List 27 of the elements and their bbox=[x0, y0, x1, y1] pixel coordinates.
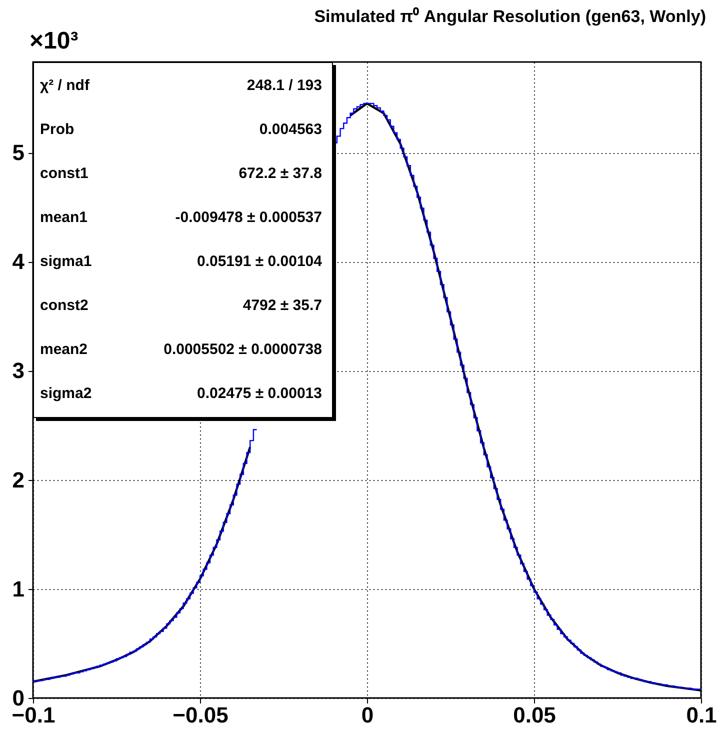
y-tick-label: 3 bbox=[12, 358, 24, 384]
x-tick-label: 0.05 bbox=[513, 702, 556, 728]
y-tick-label: 4 bbox=[12, 249, 26, 274]
annotation: sigma1 bbox=[40, 253, 92, 270]
annotation: mean2 bbox=[40, 341, 88, 358]
x-tick-label: 0.1 bbox=[686, 702, 717, 728]
annotation: 4792 ± 35.7 bbox=[242, 297, 322, 314]
annotation: 0.05191 ± 0.00104 bbox=[196, 253, 322, 270]
annotation: const1 bbox=[40, 165, 88, 182]
annotation: Prob bbox=[40, 121, 74, 138]
y-axis-title: ×10³ bbox=[30, 28, 78, 54]
annotation: const2 bbox=[40, 297, 88, 314]
annotation: 0.0005502 ± 0.0000738 bbox=[164, 341, 322, 358]
x-tick-label: −0.05 bbox=[172, 702, 228, 728]
annotation: 0.004563 bbox=[259, 121, 322, 138]
annotation: mean1 bbox=[40, 209, 88, 226]
x-tick-label: 0 bbox=[361, 702, 374, 728]
annotation: 248.1 / 193 bbox=[246, 77, 322, 94]
y-tick-label: 1 bbox=[12, 576, 24, 602]
chart-title: Simulated π⁰ Angular Resolution (gen63, Wonly) bbox=[314, 6, 706, 27]
annotation: χ² / ndf bbox=[40, 77, 90, 94]
annotation: 0.02475 ± 0.00013 bbox=[196, 385, 322, 402]
annotation: -0.009478 ± 0.000537 bbox=[175, 209, 322, 226]
annotation: 672.2 ± 37.8 bbox=[238, 165, 322, 182]
annotation: sigma2 bbox=[40, 385, 92, 402]
y-tick-label: 5 bbox=[12, 140, 24, 166]
y-tick-label: 2 bbox=[12, 467, 24, 492]
